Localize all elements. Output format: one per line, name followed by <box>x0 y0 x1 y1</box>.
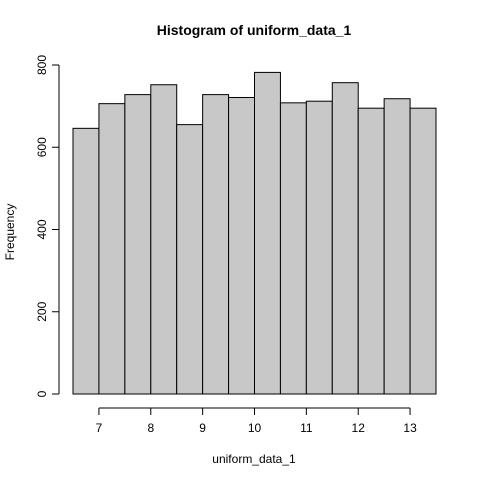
y-tick-label: 200 <box>35 301 49 321</box>
y-axis: 0 200 400 600 800 <box>35 55 60 397</box>
x-tick-label: 12 <box>352 421 366 435</box>
histogram-bar-3 <box>150 84 178 395</box>
histogram-bar-12 <box>383 98 411 395</box>
histogram-bar-11 <box>357 107 385 395</box>
histogram-bar-6 <box>228 96 256 395</box>
y-tick-label: 400 <box>35 219 49 239</box>
y-tick-label: 800 <box>35 55 49 75</box>
histogram-bar-7 <box>254 71 281 395</box>
x-tick-label: 10 <box>248 421 262 435</box>
x-tick-label: 8 <box>147 421 154 435</box>
histogram-bar-0 <box>72 127 100 395</box>
x-axis-label: uniform_data_1 <box>212 452 296 466</box>
histogram-bar-4 <box>176 124 204 395</box>
bars-layer <box>72 71 437 395</box>
histogram-bar-9 <box>305 100 333 395</box>
histogram-bar-10 <box>331 82 359 395</box>
x-axis: 7 8 9 10 11 12 13 <box>96 407 417 435</box>
histogram-bar-8 <box>279 102 307 395</box>
chart-title: Histogram of uniform_data_1 <box>157 22 352 38</box>
histogram-bar-13 <box>409 107 437 395</box>
histogram-bar-5 <box>202 94 230 395</box>
y-tick-label: 600 <box>35 137 49 157</box>
histogram-bar-2 <box>124 94 152 395</box>
y-tick-label: 0 <box>35 390 49 397</box>
x-tick-label: 11 <box>300 421 313 435</box>
histogram-bar-1 <box>98 103 126 395</box>
x-tick-label: 7 <box>96 421 103 435</box>
x-tick-label: 13 <box>403 421 417 435</box>
x-tick-label: 9 <box>199 421 206 435</box>
y-axis-label: Frequency <box>3 204 17 261</box>
